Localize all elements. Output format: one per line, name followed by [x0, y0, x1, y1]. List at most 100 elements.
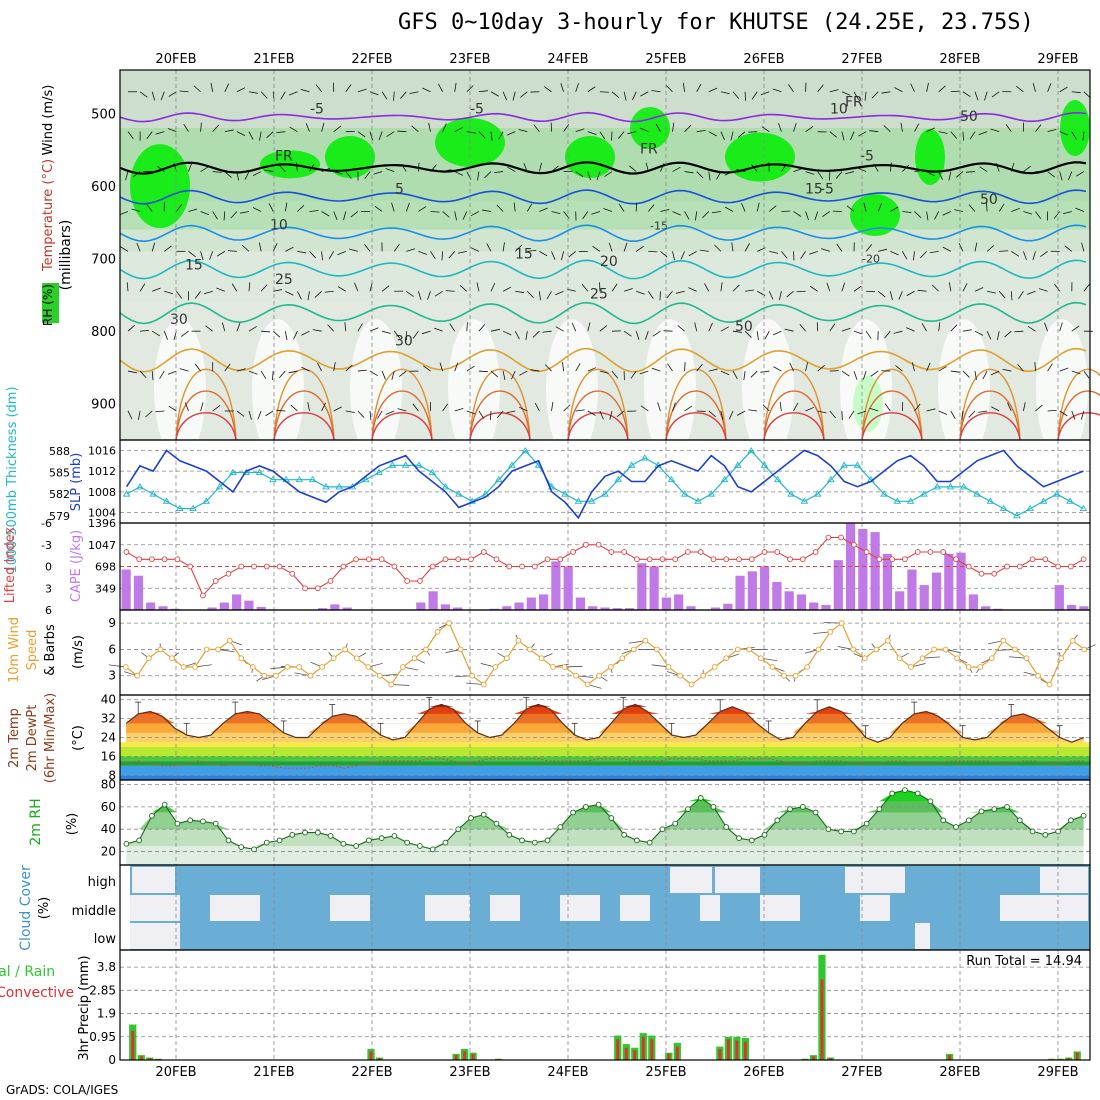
wind-barb [152, 287, 161, 292]
wind-barb [397, 130, 407, 133]
wind-barb [377, 410, 383, 419]
wind-barb [345, 364, 353, 372]
cape-bar [317, 608, 328, 610]
wind-barb [160, 91, 165, 101]
rh-marker [417, 843, 423, 849]
wind-barb [938, 410, 948, 415]
li-marker [940, 549, 947, 555]
wind-speed-line [125, 622, 1085, 686]
warm-isotherm [1057, 412, 1100, 441]
wind-barb [188, 208, 198, 212]
surface-wind-barb [391, 684, 410, 686]
wind-speed-marker [919, 655, 926, 662]
wind-barb [132, 171, 141, 178]
rh-marker [1004, 803, 1010, 810]
wind-speed-marker [619, 655, 626, 662]
wind-barb [720, 370, 730, 376]
wind-barb [514, 330, 520, 340]
li-marker [685, 549, 691, 555]
wind-barb [672, 402, 676, 412]
wind-barb [769, 250, 779, 254]
rh-marker [468, 815, 474, 821]
thickness-marker [415, 461, 423, 468]
warm-isotherm [371, 390, 433, 441]
surface-wind-barb [564, 665, 583, 668]
wind-barb [636, 290, 645, 295]
wind-barb [418, 162, 420, 172]
temp-band [120, 765, 1090, 776]
rh-marker [876, 806, 883, 812]
wind-barb [913, 251, 915, 261]
thickness-marker [229, 468, 237, 475]
wind-barb [200, 251, 204, 261]
wind-tick: 9 [108, 616, 116, 630]
wind-barb [357, 323, 363, 332]
wind-barb [502, 330, 512, 336]
li-marker [1016, 563, 1023, 570]
pressure-tick: 600 [91, 180, 116, 195]
wind-barb [466, 131, 476, 134]
temp-fill-layer [126, 704, 1084, 733]
wind-barb [551, 402, 554, 412]
rh-marker [263, 839, 270, 846]
wind-barb [587, 86, 596, 93]
temp-line [125, 703, 1085, 743]
wind-barb [805, 126, 814, 132]
wind-barb [539, 162, 542, 172]
wind-barb [489, 410, 492, 420]
wind-speed-marker [249, 664, 256, 670]
thickness-marker [521, 446, 530, 454]
wind-speed-marker [1023, 655, 1030, 662]
wind-barb [744, 330, 752, 338]
thickness-marker [627, 461, 636, 468]
wind-speed-marker [642, 637, 649, 644]
wind-speed-marker [457, 646, 464, 653]
wind-barb [974, 91, 979, 101]
li-marker [480, 549, 487, 555]
wind-barb [599, 325, 608, 332]
wind-barb [288, 370, 298, 374]
li-marker [123, 549, 130, 555]
cape-bar [956, 552, 966, 610]
wind-barb [397, 408, 407, 412]
thickness-marker [999, 504, 1008, 512]
wind-barb [724, 206, 734, 212]
wind-barb [893, 330, 903, 334]
wind-barb [986, 245, 995, 252]
rh-marker [710, 803, 717, 810]
wind-barb [751, 164, 758, 172]
warm-isotherm [665, 390, 727, 441]
wind-barb [151, 330, 161, 337]
wind-speed-marker [122, 664, 129, 670]
wind-barb [369, 131, 374, 141]
wind-barb [478, 410, 485, 419]
wind-barb [869, 130, 879, 133]
wind-barb [660, 209, 670, 212]
li-marker [838, 534, 844, 541]
wind-barb [788, 84, 794, 92]
wind-barb [145, 410, 153, 418]
wind-barb [764, 330, 770, 340]
rh-high-cell [725, 132, 795, 182]
wind-barb [168, 405, 177, 412]
wind-speed-marker [688, 681, 695, 688]
wind-barb [639, 127, 649, 133]
wind-barb [349, 248, 359, 252]
wind-barb [307, 291, 310, 301]
wind-barb [929, 250, 939, 254]
wind-barb [321, 251, 323, 261]
rh-dry-cell [938, 319, 990, 460]
thickness-line [126, 449, 1084, 517]
wind-barb [309, 251, 316, 259]
wind-barb [454, 171, 464, 176]
rh-marker [276, 837, 283, 844]
cape-bar [796, 594, 807, 610]
wind-barb [167, 370, 177, 375]
wind-barb [511, 370, 516, 380]
wind-barb [539, 251, 548, 257]
thickness-marker [561, 490, 569, 497]
wind-barb [227, 250, 237, 252]
wind-barb [126, 282, 129, 292]
rh-marker [353, 843, 359, 849]
rh-marker [493, 820, 500, 827]
